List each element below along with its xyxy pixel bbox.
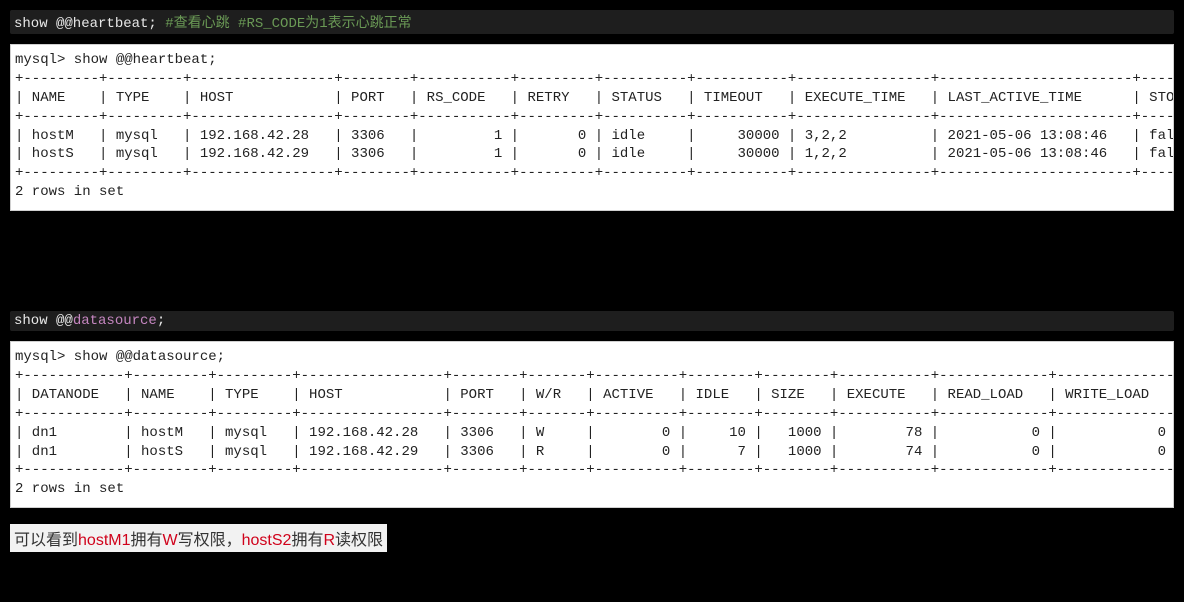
command-text: show @@heartbeat; #查看心跳 #RS_CODE为1表示心跳正常 — [14, 16, 412, 32]
footnote: 可以看到hostM1拥有W写权限，hostS2拥有R读权限 — [10, 524, 387, 552]
terminal-output-datasource: mysql> show @@datasource; +------------+… — [10, 341, 1174, 508]
command-bar-datasource: show @@datasource; — [10, 311, 1174, 331]
command-bar-heartbeat: show @@heartbeat; #查看心跳 #RS_CODE为1表示心跳正常 — [10, 10, 1174, 34]
terminal-output-heartbeat: mysql> show @@heartbeat; +---------+----… — [10, 44, 1174, 211]
gap — [0, 221, 1184, 301]
command-text: show @@datasource; — [14, 313, 165, 329]
